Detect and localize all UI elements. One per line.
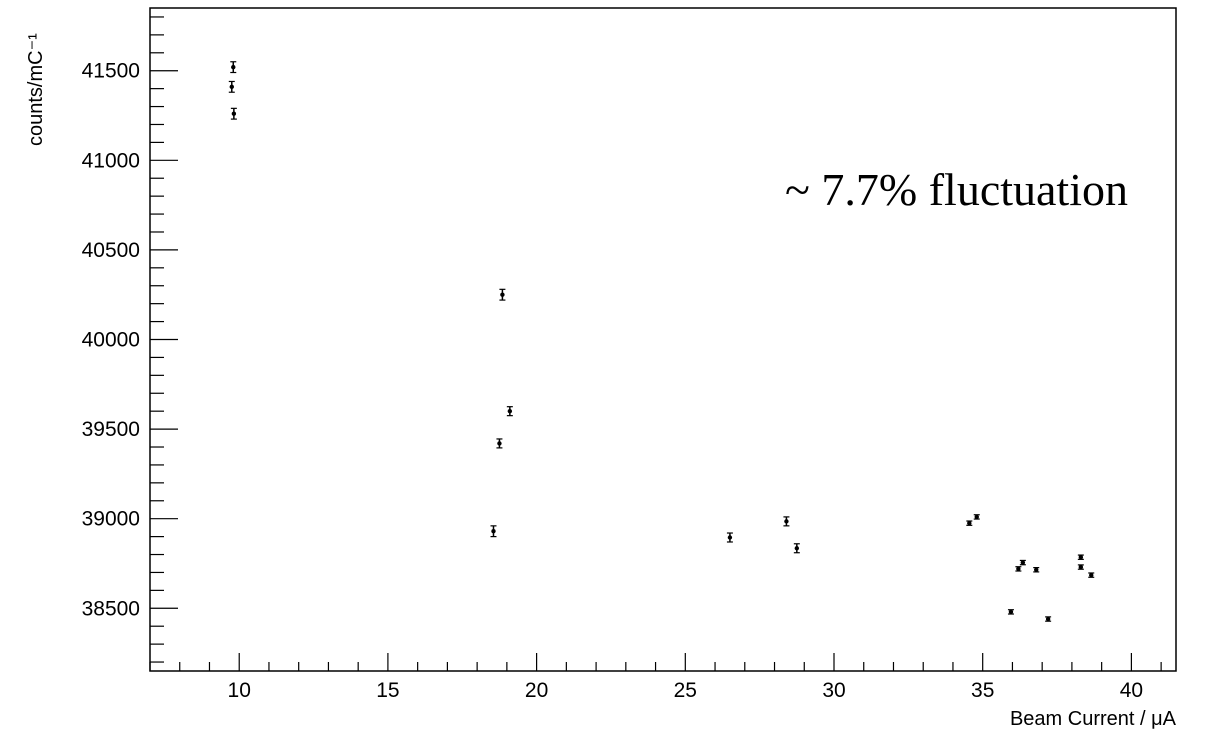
point-marker [497,441,502,446]
fluctuation-annotation: ~ 7.7% fluctuation [785,164,1128,215]
y-tick-label: 38500 [82,597,140,620]
y-axis-title: counts/mC⁻¹ [25,33,47,146]
data-point [1015,566,1022,572]
point-marker [500,292,505,297]
x-tick-label: 30 [822,679,845,702]
data-points [228,61,1095,622]
point-marker [794,546,800,551]
point-marker [1008,609,1014,615]
data-point [726,532,733,543]
y-axis: 38500 39000 39500 40000 40500 41000 41500 [82,16,178,663]
point-marker [1078,564,1084,570]
point-marker [491,529,496,534]
data-point [1007,609,1014,615]
point-marker [229,84,234,90]
x-tick-label: 25 [674,679,697,702]
point-marker [1016,566,1021,572]
point-marker [231,64,236,70]
data-point [793,543,800,554]
data-point [966,520,973,526]
point-marker [1078,555,1084,560]
point-marker [1020,560,1026,565]
data-point [1077,564,1084,570]
x-tick-label: 10 [228,679,251,702]
y-tick-label: 39500 [82,418,140,441]
data-point [496,438,503,449]
point-marker [784,519,789,524]
point-marker [967,520,972,526]
data-point [973,514,980,520]
data-point [490,525,497,538]
x-axis: 10 15 20 25 30 35 40 [149,653,1162,702]
point-marker [727,535,733,540]
y-tick-label: 39000 [82,508,140,531]
x-tick-label: 40 [1120,679,1143,702]
x-tick-label: 15 [376,679,399,702]
data-point [1019,559,1026,566]
data-point [1045,616,1052,622]
data-point [1088,572,1095,578]
y-tick-label: 40000 [82,329,140,352]
data-point [228,80,235,93]
x-axis-title: Beam Current / μA [1010,708,1177,730]
point-marker [1089,572,1094,578]
point-marker [974,514,979,520]
data-point [230,61,237,74]
y-tick-label: 41500 [82,60,140,83]
point-marker [1045,616,1051,622]
y-tick-label: 41000 [82,149,140,172]
x-tick-label: 20 [525,679,548,702]
data-point [1033,567,1040,573]
point-marker [1034,567,1039,572]
data-point [1077,554,1084,560]
data-point [499,288,506,301]
data-point [230,107,237,120]
point-marker [231,111,237,116]
y-tick-label: 40500 [82,239,140,262]
data-point [506,406,513,417]
plot-frame [149,7,1177,672]
data-point [783,516,790,527]
point-marker [507,408,513,414]
x-tick-label: 35 [971,679,994,702]
